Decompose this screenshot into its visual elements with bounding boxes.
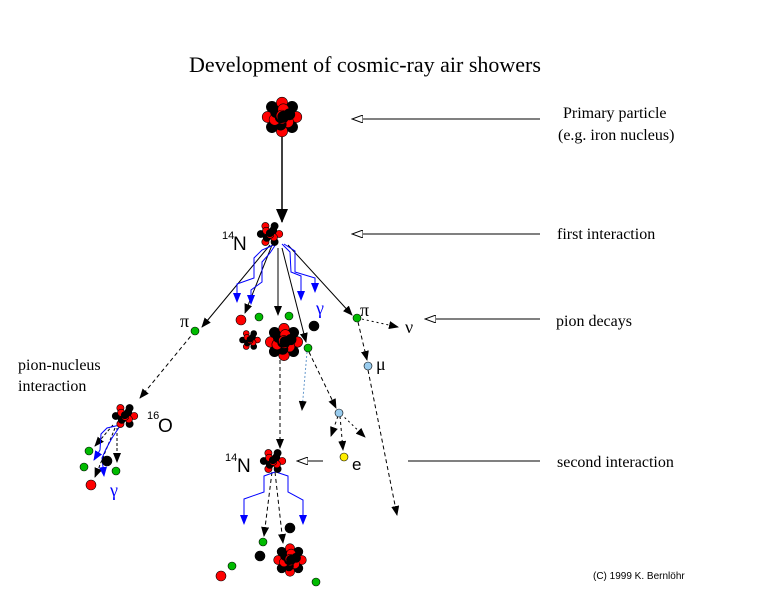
muon-symbol: μ — [376, 354, 386, 374]
neutron-dot — [308, 320, 320, 332]
pion-dot — [303, 343, 313, 353]
pion-right-symbol: π — [360, 300, 369, 320]
pion-nucleus-label: pion-nucleus — [18, 357, 101, 374]
pion-dot — [311, 577, 321, 587]
primary-label-sub: (e.g. iron nucleus) — [558, 127, 674, 144]
n14b-mass-label: 14 — [225, 452, 237, 464]
o16-nucleus — [111, 404, 139, 428]
proton-dot — [215, 570, 227, 582]
pion-dot — [284, 311, 294, 321]
nucleon — [277, 110, 290, 123]
pion-dot — [254, 312, 264, 322]
first-interaction-tracks — [94, 244, 400, 544]
nucleon — [265, 229, 274, 238]
diagram-title: Development of cosmic-ray air showers — [189, 52, 541, 77]
n14-nucleus-second — [259, 449, 287, 473]
particle-symbols: 14 N 14 N 16 O π π γ γ ν μ e — [109, 230, 413, 500]
nucleon — [279, 336, 291, 348]
muon-dot — [363, 361, 373, 371]
neutron-dot — [284, 522, 296, 534]
o16-element-label: O — [158, 416, 173, 437]
nucleon — [286, 554, 296, 565]
gamma-symbol: γ — [315, 298, 324, 318]
photon-tracks — [93, 243, 319, 525]
pion-dot — [111, 466, 121, 476]
n14b-element-label: N — [237, 456, 251, 477]
fragment-nucleus-large — [265, 323, 303, 361]
second-interaction-label: second interaction — [557, 454, 674, 471]
gamma-symbol-2: γ — [109, 480, 118, 500]
primary-iron-nucleus — [261, 96, 303, 138]
nuclei — [111, 96, 307, 577]
proton-dot — [235, 314, 247, 326]
o16-mass-label: 16 — [147, 410, 159, 422]
pion-dot — [84, 446, 94, 456]
neutron-dot — [254, 550, 266, 562]
particles — [79, 311, 373, 587]
pion-dot — [352, 313, 362, 323]
electron-dot — [339, 452, 349, 462]
primary-label: Primary particle — [563, 105, 667, 122]
n14-mass-label: 14 — [222, 230, 234, 242]
electron-symbol: e — [352, 455, 361, 474]
muon-dot — [334, 408, 344, 418]
pion-dot — [79, 462, 89, 472]
pion-dot — [190, 326, 200, 336]
fragment-nucleus-final — [273, 543, 307, 577]
n14-element-label: N — [233, 234, 247, 255]
pion-left-symbol: π — [180, 311, 189, 331]
nucleon — [268, 456, 277, 465]
first-interaction-label: first interaction — [557, 226, 655, 243]
pion-nucleus-label-sub: interaction — [18, 378, 86, 395]
n14-nucleus — [256, 222, 284, 246]
nucleon — [246, 336, 254, 343]
neutrino-symbol: ν — [405, 317, 413, 337]
nucleon — [120, 411, 129, 420]
fragment-nucleus — [239, 330, 261, 350]
proton-dot — [85, 479, 97, 491]
copyright: (C) 1999 K. Bernlöhr — [593, 571, 685, 582]
pion-dot — [227, 561, 237, 571]
pion-decays-label: pion decays — [556, 313, 632, 330]
neutron-dot — [101, 455, 113, 467]
pion-dot — [258, 537, 268, 547]
